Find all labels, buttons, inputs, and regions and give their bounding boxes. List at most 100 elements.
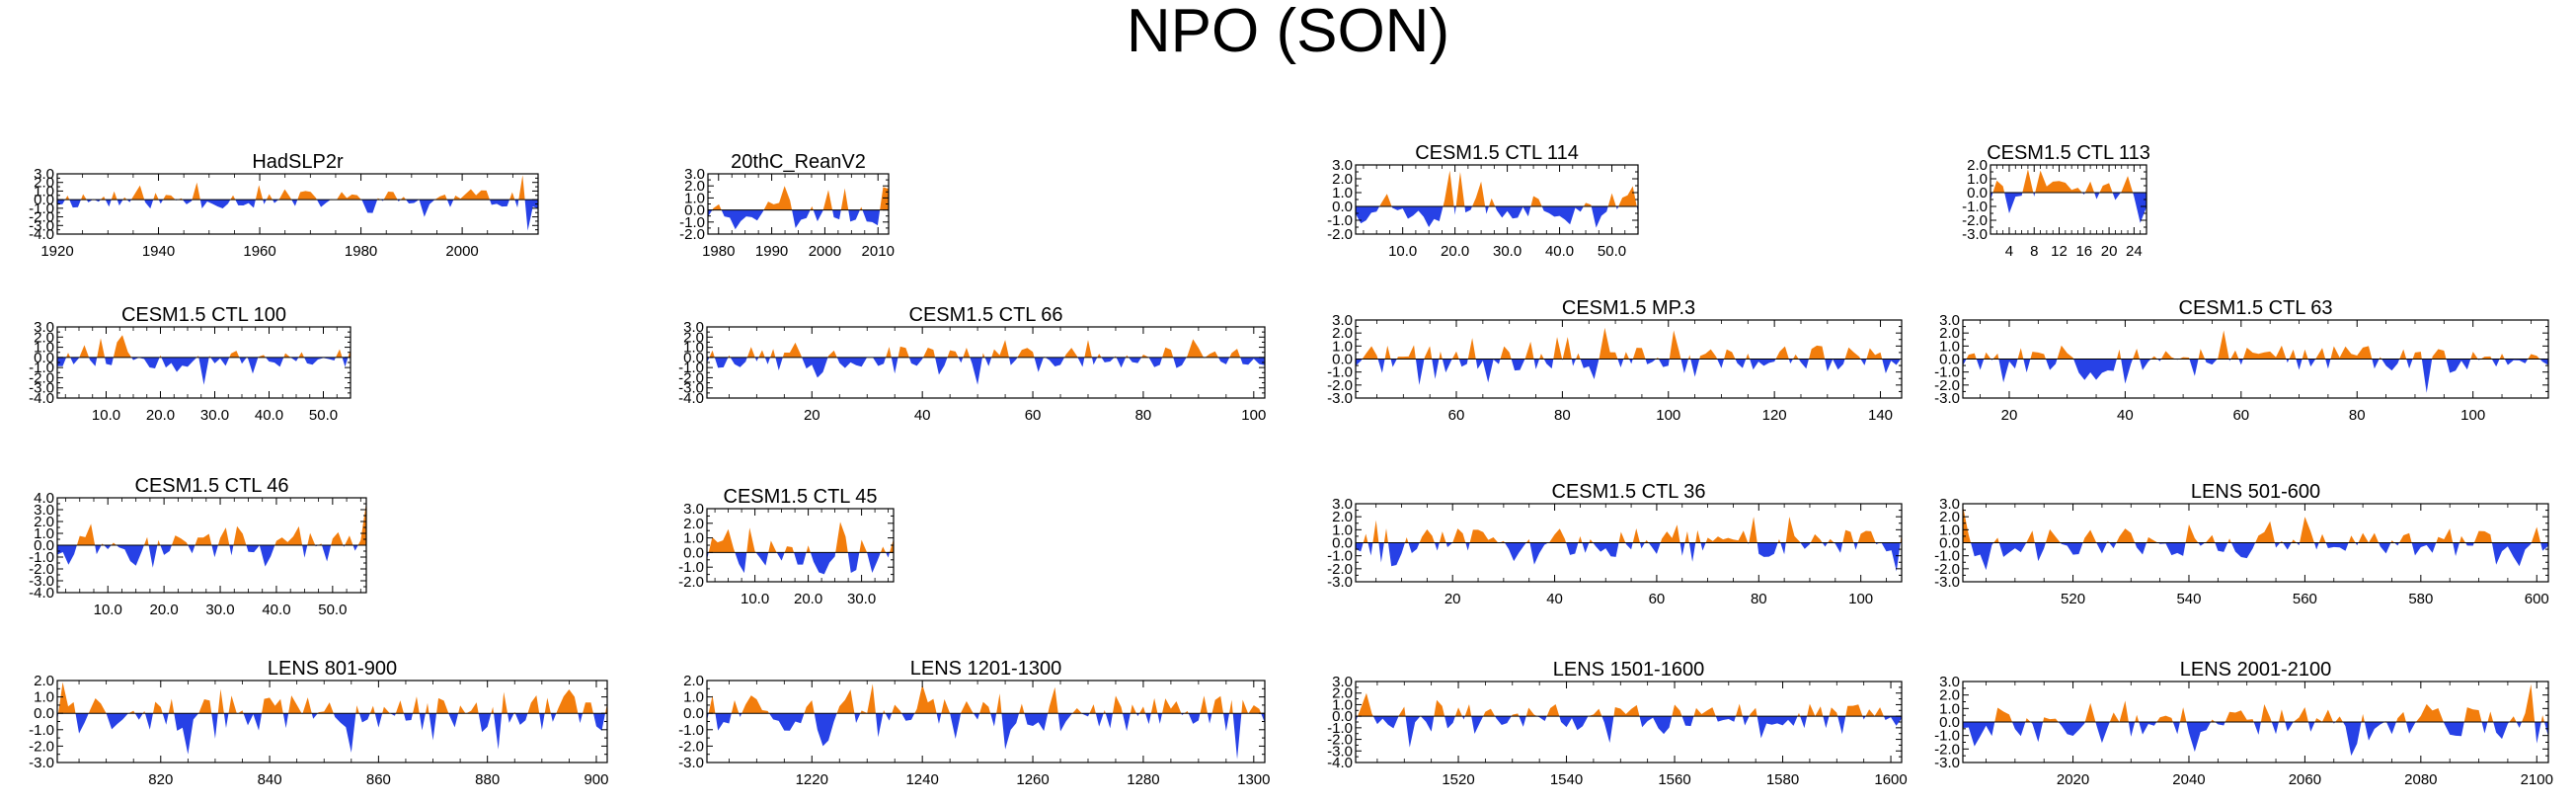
x-tick-label: 4 bbox=[2005, 243, 2013, 260]
series-negative-area bbox=[1356, 206, 1638, 228]
y-tick-label: 1.0 bbox=[1939, 700, 1960, 717]
x-tick-label: 1220 bbox=[796, 771, 828, 788]
y-tick-label: 3.0 bbox=[684, 166, 705, 183]
y-tick-label: -2.0 bbox=[1327, 377, 1353, 394]
series-negative-area bbox=[57, 200, 538, 231]
x-tick-label: 10.0 bbox=[94, 602, 122, 618]
series-positive-area bbox=[1363, 517, 1902, 543]
x-tick-label: 520 bbox=[2061, 591, 2085, 607]
chart-panel: -3.0-2.0-1.00.01.02.03.0 20 40 60 80 100 CESM1… bbox=[1934, 297, 2549, 424]
x-tick-label: 120 bbox=[1762, 407, 1787, 424]
x-tick-label: 20.0 bbox=[794, 591, 822, 607]
y-tick-label: 2.0 bbox=[1332, 171, 1353, 188]
panel-title: CESM1.5 CTL 114 bbox=[1415, 142, 1579, 164]
x-tick-label: 60 bbox=[1649, 591, 1666, 607]
x-tick-label: 1940 bbox=[142, 243, 175, 260]
y-tick-label: 0.0 bbox=[34, 537, 54, 554]
panel-title: CESM1.5 MP.3 bbox=[1562, 297, 1695, 319]
chart-panel: -3.0-2.0-1.00.01.02.0 4 8 12 16 20 24 CESM1.5 C… bbox=[1962, 142, 2150, 260]
series-negative-area bbox=[1971, 542, 2548, 571]
x-tick-label: 20 bbox=[1444, 591, 1461, 607]
x-tick-label: 2000 bbox=[445, 243, 478, 260]
series-negative-area bbox=[57, 545, 358, 568]
panel-title: 20thC_ReanV2 bbox=[731, 151, 866, 173]
x-tick-label: 12 bbox=[2051, 243, 2068, 260]
y-tick-label: 3.0 bbox=[34, 319, 54, 336]
x-tick-label: 80 bbox=[1554, 407, 1571, 424]
x-tick-label: 20 bbox=[2101, 243, 2118, 260]
series-positive-area bbox=[1358, 692, 1884, 717]
x-tick-label: 40.0 bbox=[262, 602, 290, 618]
x-tick-label: 1990 bbox=[755, 243, 788, 260]
y-tick-label: 2.0 bbox=[683, 516, 704, 532]
x-tick-label: 20 bbox=[2001, 407, 2018, 424]
chart-panel: -4.0-3.0-2.0-1.00.01.02.03.0 1920 1940 1960… bbox=[29, 151, 539, 260]
x-tick-label: 880 bbox=[475, 771, 500, 788]
y-tick-label: 1.0 bbox=[1939, 522, 1960, 538]
x-tick-label: 30.0 bbox=[847, 591, 876, 607]
y-tick-label: -4.0 bbox=[29, 226, 54, 243]
x-tick-label: 900 bbox=[584, 771, 608, 788]
x-tick-label: 600 bbox=[2525, 591, 2549, 607]
y-tick-label: -3.0 bbox=[1934, 390, 1960, 407]
y-tick-label: 2.0 bbox=[34, 329, 54, 346]
x-tick-label: 40.0 bbox=[255, 407, 283, 424]
y-tick-label: -1.0 bbox=[678, 722, 704, 739]
series-positive-area bbox=[1966, 330, 2540, 360]
x-tick-label: 100 bbox=[1241, 407, 1266, 424]
y-tick-label: -2.0 bbox=[1327, 732, 1353, 749]
series-positive-area bbox=[708, 683, 1262, 714]
series-positive-area bbox=[1963, 505, 2541, 543]
y-tick-label: 1.0 bbox=[1967, 171, 1988, 188]
x-tick-label: 100 bbox=[1656, 407, 1680, 424]
x-tick-label: 10.0 bbox=[92, 407, 120, 424]
x-tick-label: 1960 bbox=[243, 243, 275, 260]
y-tick-label: -2.0 bbox=[1934, 741, 1960, 758]
series-positive-area bbox=[712, 186, 889, 210]
y-tick-label: -1.0 bbox=[29, 201, 54, 217]
y-tick-label: 3.0 bbox=[1939, 674, 1960, 690]
series-positive-area bbox=[1992, 169, 2134, 193]
chart-panel: -4.0-3.0-2.0-1.00.01.02.03.0 10.0 20.0 30.0… bbox=[29, 304, 351, 424]
x-tick-label: 60 bbox=[1025, 407, 1042, 424]
series-negative-area bbox=[1356, 716, 1902, 748]
series-positive-area bbox=[76, 502, 366, 545]
y-tick-label: -1.0 bbox=[678, 559, 704, 576]
x-tick-label: 60 bbox=[2232, 407, 2249, 424]
y-tick-label: -4.0 bbox=[1327, 755, 1353, 771]
chart-panel: -3.0-2.0-1.00.01.02.0 820 840 860 880 900 LENS… bbox=[29, 658, 608, 788]
y-tick-label: -3.0 bbox=[678, 755, 704, 771]
series-negative-area bbox=[1356, 542, 1901, 572]
panel-title: CESM1.5 CTL 66 bbox=[909, 304, 1063, 326]
y-tick-label: -2.0 bbox=[1327, 561, 1353, 578]
y-tick-label: -3.0 bbox=[29, 573, 54, 590]
y-tick-label: 2.0 bbox=[1939, 509, 1960, 525]
x-tick-label: 10.0 bbox=[1388, 243, 1417, 260]
panel-title: CESM1.5 CTL 46 bbox=[135, 475, 289, 497]
y-tick-label: -1.0 bbox=[1327, 720, 1353, 737]
y-tick-label: -2.0 bbox=[1962, 212, 1988, 229]
y-tick-label: 0.0 bbox=[684, 202, 705, 219]
y-tick-label: 1.0 bbox=[34, 183, 54, 200]
x-tick-label: 1580 bbox=[1766, 771, 1799, 788]
y-tick-label: -2.0 bbox=[678, 369, 704, 386]
y-tick-label: -1.0 bbox=[1327, 364, 1353, 381]
chart-panel: -2.0-1.00.01.02.03.0 10.0 20.0 30.0 CESM1.5 … bbox=[678, 486, 895, 607]
y-tick-label: -2.0 bbox=[29, 209, 54, 226]
y-tick-label: -2.0 bbox=[1934, 377, 1960, 394]
y-tick-label: 3.0 bbox=[1332, 157, 1353, 174]
y-tick-label: -2.0 bbox=[678, 738, 704, 755]
y-tick-label: -3.0 bbox=[1327, 574, 1353, 591]
plot-frame bbox=[56, 680, 608, 763]
series-negative-area bbox=[708, 209, 881, 230]
y-tick-label: -3.0 bbox=[1934, 574, 1960, 591]
y-tick-label: 1.0 bbox=[684, 190, 705, 206]
y-tick-label: -3.0 bbox=[678, 380, 704, 397]
y-tick-label: 0.0 bbox=[1939, 535, 1960, 552]
x-tick-label: 40 bbox=[2117, 407, 2134, 424]
chart-panel: -3.0-2.0-1.00.01.02.03.0 20 40 60 80 100 CESM1… bbox=[1327, 481, 1903, 607]
y-tick-label: 2.0 bbox=[1939, 687, 1960, 704]
y-tick-label: 2.0 bbox=[34, 175, 54, 192]
chart-panel: -4.0-3.0-2.0-1.00.01.02.03.0 1520 1540 1560… bbox=[1327, 659, 1908, 788]
x-tick-label: 1920 bbox=[40, 243, 73, 260]
